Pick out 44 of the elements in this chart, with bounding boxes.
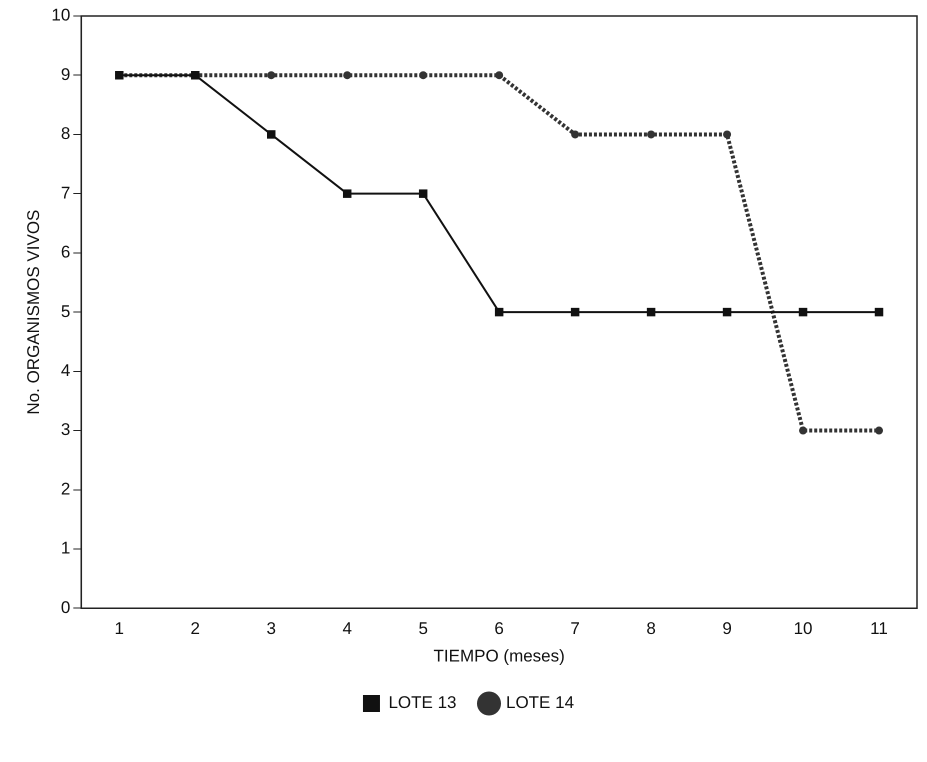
point bbox=[267, 71, 276, 80]
x-tick-label: 9 bbox=[722, 619, 732, 638]
x-tick-label: 11 bbox=[870, 619, 888, 638]
y-tick-label: 8 bbox=[60, 124, 70, 144]
point bbox=[799, 426, 808, 435]
x-tick-label: 5 bbox=[418, 619, 428, 638]
point bbox=[723, 130, 732, 138]
y-tick-label: 10 bbox=[51, 6, 70, 25]
point bbox=[647, 130, 656, 138]
y-tick-label: 0 bbox=[60, 598, 70, 617]
x-axis-title: TIEMPO (meses) bbox=[434, 646, 565, 666]
y-tick-label: 2 bbox=[60, 479, 70, 498]
point bbox=[874, 308, 884, 316]
point bbox=[798, 308, 808, 316]
y-tick-label: 7 bbox=[60, 183, 70, 202]
x-tick-label: 2 bbox=[190, 619, 200, 638]
point bbox=[343, 71, 352, 80]
y-axis-title: No. ORGANISMOS VIVOS bbox=[24, 210, 43, 415]
point bbox=[495, 71, 504, 80]
y-tick-label: 3 bbox=[60, 420, 70, 440]
point bbox=[646, 308, 656, 316]
point bbox=[266, 130, 276, 139]
x-tick-label: 1 bbox=[114, 619, 124, 638]
legend-label: LOTE 14 bbox=[506, 693, 574, 712]
point bbox=[570, 308, 580, 316]
x-tick-label: 4 bbox=[342, 619, 352, 638]
legend-label: LOTE 13 bbox=[388, 693, 457, 712]
x-tick-label: 6 bbox=[494, 619, 504, 638]
x-tick-label: 8 bbox=[646, 619, 656, 638]
point bbox=[571, 130, 580, 138]
point bbox=[419, 71, 428, 80]
x-tick-label: 10 bbox=[794, 619, 813, 638]
y-tick-label: 5 bbox=[60, 302, 70, 321]
y-tick-label: 1 bbox=[60, 538, 70, 558]
y-tick-label: 9 bbox=[60, 64, 70, 84]
point bbox=[722, 308, 732, 316]
x-tick-label: 3 bbox=[266, 619, 276, 638]
point bbox=[875, 426, 884, 435]
y-tick-label: 6 bbox=[60, 242, 70, 262]
x-tick-label: 7 bbox=[570, 619, 580, 638]
point bbox=[418, 189, 428, 198]
point bbox=[342, 189, 352, 198]
point bbox=[494, 308, 504, 316]
y-tick-label: 4 bbox=[60, 361, 70, 380]
